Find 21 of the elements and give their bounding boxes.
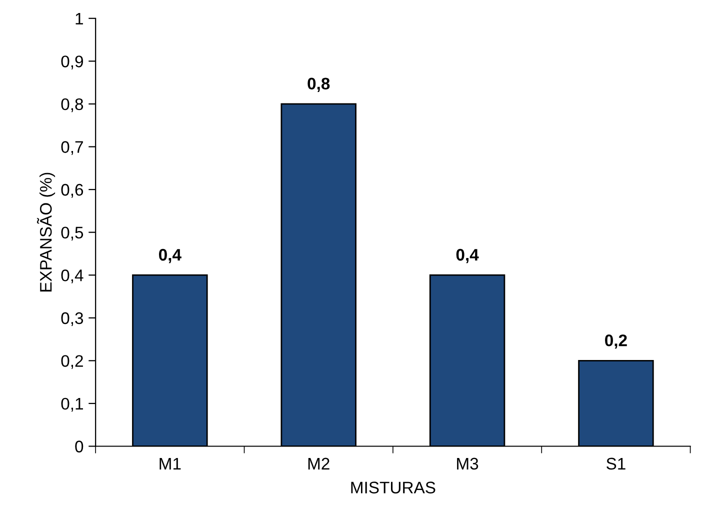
y-tick-label: 0,8	[61, 98, 84, 112]
y-tick-label: 1	[76, 12, 83, 24]
x-tick-label: M2	[308, 458, 330, 470]
x-axis-title: MISTURAS	[351, 482, 436, 494]
y-tick-label: 0,4	[61, 270, 84, 284]
x-tick-label: M3	[457, 458, 478, 470]
y-axis-title: EXPANSÃO (%)	[36, 172, 56, 292]
data-label: 0,4	[158, 248, 182, 264]
data-label: 0,4	[456, 248, 479, 264]
y-tick-label: 0,5	[61, 226, 84, 240]
data-label: 0,8	[308, 78, 330, 92]
y-tick-label: 0,3	[61, 312, 84, 326]
y-tick-label: 0,7	[61, 141, 83, 155]
y-tick-label: 0,9	[61, 56, 83, 70]
x-tick-label: S1	[606, 458, 626, 470]
y-tick-label: 0,6	[61, 184, 84, 198]
x-tick-label: M1	[160, 458, 181, 470]
y-tick-label: 0,2	[61, 355, 83, 369]
data-label: 0,2	[605, 334, 627, 349]
y-tick-label: 0	[75, 440, 84, 452]
y-tick-label: 0,1	[61, 398, 83, 412]
